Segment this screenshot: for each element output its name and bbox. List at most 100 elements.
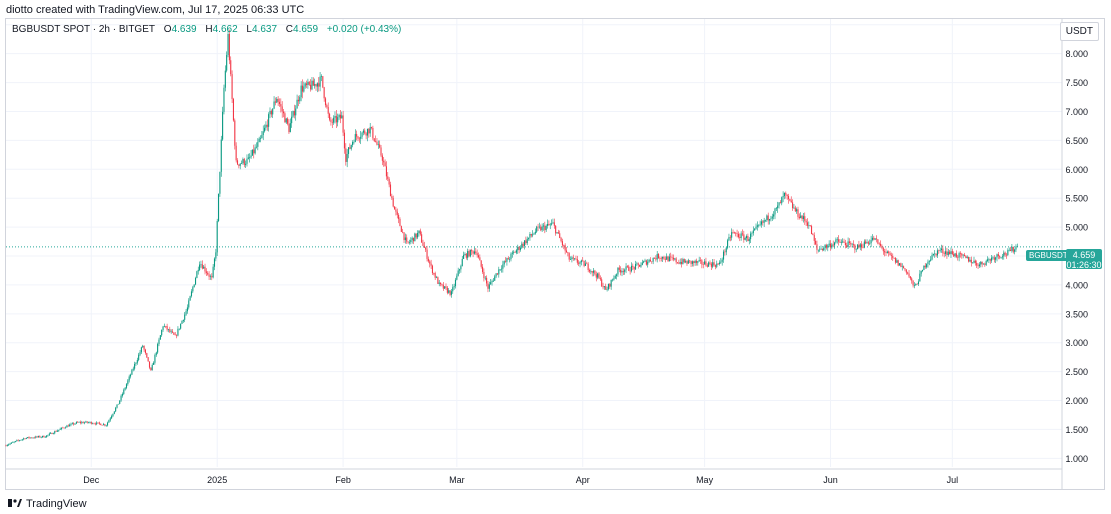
candle [18,439,21,442]
candle [159,334,161,340]
candle [112,413,114,418]
candle [311,77,313,91]
candle [270,109,272,118]
candle [437,276,439,285]
candle [991,255,993,263]
candle [479,254,481,261]
candle [702,261,704,269]
candle [165,325,167,329]
candle [111,414,113,420]
candle [502,260,504,273]
candle [714,264,716,270]
candle [1007,248,1009,257]
candle [135,362,137,366]
candle [330,117,332,126]
candle [238,164,240,169]
candle [591,270,593,277]
tradingview-brand[interactable]: TradingView [8,497,87,510]
candle [1003,250,1005,260]
candle [513,250,515,255]
candle [257,138,259,151]
candle [75,421,77,425]
candle [762,220,764,226]
candle [461,255,463,267]
candle [922,269,924,273]
candle [851,242,853,248]
candle [162,325,164,332]
candle [647,259,649,268]
candle [678,259,680,265]
candle [965,255,967,259]
candle [472,250,474,258]
candle [307,78,309,89]
candle [134,361,136,371]
candle [662,256,664,262]
candle [706,263,708,268]
candle [839,239,841,243]
candle [190,289,193,298]
candle [534,228,536,235]
candle [515,248,517,255]
candle [713,258,715,267]
candle [690,260,692,268]
candle [957,254,959,261]
candle [704,258,706,265]
candle [56,429,58,432]
y-tick-label: 4.000 [1065,280,1088,290]
candle [127,379,129,386]
candle [847,237,849,250]
candle [310,79,312,92]
candle [154,353,156,365]
candle [399,217,401,227]
candle [890,252,892,260]
candle [639,264,641,267]
candle [625,263,627,274]
candle [418,230,420,237]
candle [464,252,466,256]
axis-layer: 1.0001.5002.0002.5003.0003.5004.0004.500… [5,18,1088,490]
candle [687,258,689,264]
last-price-tag: 4.659 01:26:30 [1066,249,1102,270]
candle [306,80,308,89]
candle [885,248,887,256]
candle [844,239,846,249]
open-value: 4.639 [171,24,197,35]
candle [265,121,267,131]
candle [71,422,73,425]
candle [43,435,45,438]
candle [774,207,776,220]
candle [180,323,182,330]
candle [24,438,26,440]
candle [441,283,443,287]
candle [314,78,316,89]
candle [246,154,248,167]
candle [797,206,799,220]
candle [176,334,178,339]
candle [498,266,500,278]
candle [823,246,825,252]
candle [557,229,559,234]
candle [132,366,134,372]
candle [783,192,786,200]
candle [100,423,102,426]
candle [752,226,754,236]
y-tick-label: 2.000 [1065,396,1088,406]
candle [285,117,287,124]
candle [731,228,733,241]
candle [641,259,643,266]
candle [634,260,637,271]
currency-button[interactable]: USDT [1059,22,1099,41]
symbol-title: BGBUSDT SPOT · 2h · BITGET [12,24,155,35]
candle [850,241,852,248]
candle [996,253,998,262]
candle [482,264,484,274]
candle [232,97,234,122]
candle [984,262,986,267]
candle [760,218,762,228]
candle [496,273,498,276]
candle [254,144,256,155]
candle [505,257,507,263]
candle [20,439,22,441]
candle [147,357,149,362]
